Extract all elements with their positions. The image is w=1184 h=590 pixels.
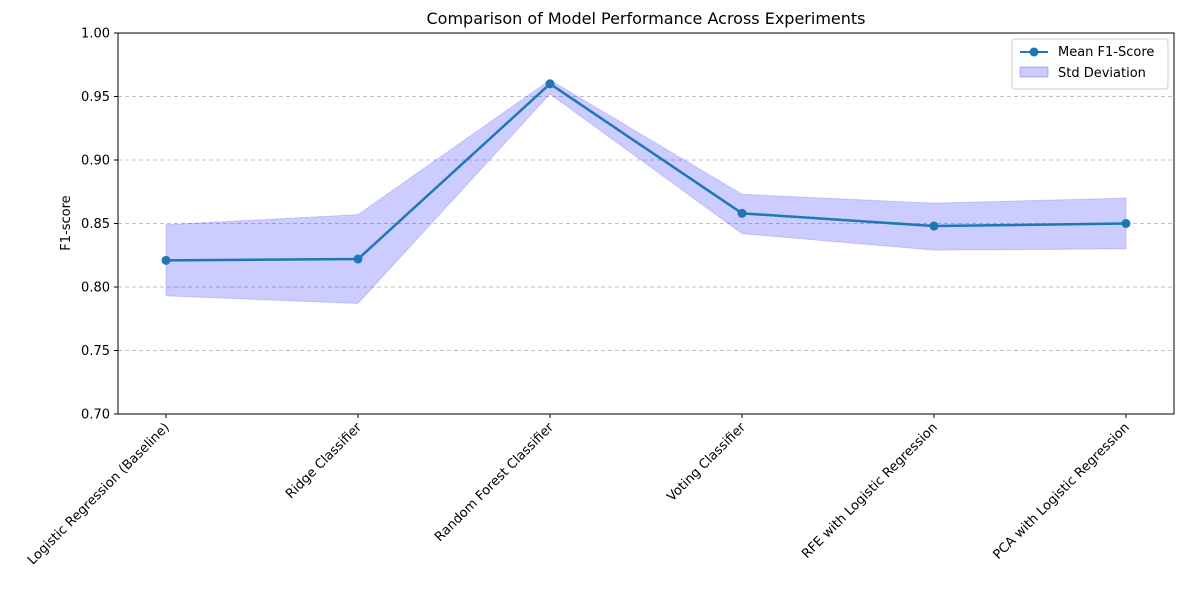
y-tick-label: 0.70 (81, 408, 110, 423)
std-band-layer (165, 79, 1127, 305)
x-ticks: Logistic Regression (Baseline) Ridge Clas… (25, 414, 1133, 568)
y-tick-label: 0.85 (81, 217, 110, 232)
x-tick-label: Voting Classifier (664, 420, 749, 505)
legend: Mean F1-Score Std Deviation (1011, 38, 1169, 90)
legend-label-std: Std Deviation (1058, 66, 1146, 81)
legend-box (1011, 38, 1169, 90)
legend-marker-swatch (1029, 47, 1039, 57)
x-tick-label: Random Forest Classifier (432, 420, 557, 545)
y-axis-label: F1-score (59, 195, 74, 250)
series-line (165, 82, 1127, 262)
chart-title: Comparison of Model Performance Across E… (426, 9, 865, 28)
legend-label-mean: Mean F1-Score (1058, 45, 1154, 60)
x-tick-label: Ridge Classifier (283, 420, 365, 502)
y-tick-label: 0.75 (81, 344, 110, 359)
data-point (545, 79, 555, 89)
x-tick-label: PCA with Logistic Regression (990, 420, 1132, 562)
x-tick-label: RFE with Logistic Regression (799, 420, 941, 562)
y-tick-label: 0.90 (81, 154, 110, 169)
data-point (737, 208, 747, 218)
y-tick-label: 0.80 (81, 281, 110, 296)
std-deviation-band (165, 79, 1127, 305)
data-point (161, 255, 171, 265)
y-tick-label: 1.00 (81, 27, 110, 42)
data-point (929, 221, 939, 231)
series-layer (161, 79, 1131, 265)
data-point (1121, 219, 1131, 228)
data-point (353, 254, 363, 264)
legend-band-swatch (1019, 66, 1049, 78)
grid-layer (118, 96, 1174, 351)
y-tick-label: 0.95 (81, 90, 110, 105)
x-tick-label: Logistic Regression (Baseline) (25, 420, 173, 568)
y-ticks: 0.70 0.75 0.80 0.85 0.90 0.95 1.00 (81, 27, 118, 423)
